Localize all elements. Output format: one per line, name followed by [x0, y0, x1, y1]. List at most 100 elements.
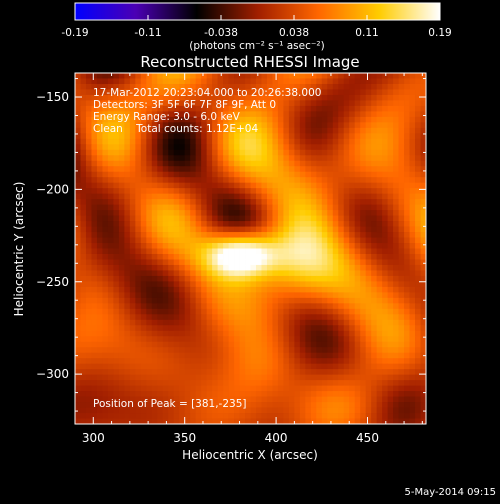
- heatmap-cell: [102, 270, 109, 277]
- heatmap-cell: [310, 237, 317, 244]
- heatmap-cell: [124, 111, 131, 118]
- heatmap-cell: [305, 264, 312, 271]
- heatmap-cell: [124, 286, 131, 293]
- heatmap-cell: [91, 391, 98, 397]
- heatmap-cell: [393, 330, 399, 337]
- heatmap-cell: [179, 407, 186, 414]
- heatmap-cell: [343, 94, 350, 101]
- heatmap-cell: [288, 314, 295, 321]
- heatmap-cell: [343, 253, 350, 260]
- heatmap-cell: [157, 111, 164, 118]
- heatmap-cell: [113, 73, 120, 79]
- heatmap-cell: [118, 391, 125, 397]
- heatmap-cell: [162, 105, 169, 112]
- heatmap-cell: [107, 94, 114, 101]
- heatmap-cell: [321, 347, 328, 354]
- heatmap-cell: [343, 341, 350, 348]
- heatmap-cell: [91, 182, 98, 189]
- heatmap-cell: [75, 347, 81, 354]
- heatmap-cell: [272, 215, 279, 222]
- heatmap-cell: [316, 232, 323, 238]
- heatmap-cell: [272, 341, 279, 348]
- heatmap-cell: [80, 248, 87, 255]
- heatmap-cell: [338, 243, 345, 249]
- heatmap-cell: [195, 100, 202, 107]
- heatmap-cell: [245, 413, 251, 419]
- heatmap-cell: [223, 133, 229, 140]
- heatmap-cell: [157, 171, 164, 178]
- heatmap-cell: [393, 347, 399, 354]
- heatmap-cell: [162, 253, 169, 260]
- heatmap-cell: [184, 111, 191, 118]
- heatmap-cell: [327, 243, 334, 249]
- heatmap-cell: [266, 413, 273, 419]
- heatmap-cell: [234, 418, 240, 424]
- heatmap-cell: [338, 253, 345, 260]
- heatmap-cell: [382, 100, 389, 107]
- heatmap-cell: [195, 413, 202, 419]
- heatmap-cell: [305, 297, 312, 304]
- heatmap-cell: [294, 166, 301, 173]
- heatmap-cell: [255, 330, 262, 337]
- heatmap-cell: [135, 407, 142, 414]
- heatmap-cell: [299, 358, 306, 365]
- heatmap-cell: [113, 188, 120, 195]
- heatmap-cell: [168, 402, 175, 408]
- heatmap-cell: [162, 116, 169, 123]
- colorbar-tick-label: 0.11: [355, 27, 378, 39]
- heatmap-cell: [338, 221, 345, 227]
- heatmap-cell: [382, 413, 389, 419]
- heatmap-cell: [239, 144, 246, 151]
- heatmap-cell: [321, 281, 328, 288]
- heatmap-cell: [310, 352, 317, 359]
- heatmap-cell: [190, 78, 197, 85]
- heatmap-cell: [393, 105, 399, 112]
- heatmap-cell: [409, 347, 416, 354]
- heatmap-cell: [354, 253, 361, 260]
- heatmap-cell: [151, 391, 158, 397]
- heatmap-cell: [217, 363, 224, 370]
- heatmap-cell: [404, 166, 410, 173]
- heatmap-cell: [327, 182, 334, 189]
- heatmap-cell: [129, 385, 136, 392]
- heatmap-cell: [212, 319, 218, 326]
- heatmap-cell: [338, 391, 345, 397]
- heatmap-cell: [288, 341, 295, 348]
- heatmap-cell: [409, 138, 416, 145]
- heatmap-cell: [96, 100, 103, 107]
- heatmap-cell: [354, 297, 361, 304]
- heatmap-cell: [343, 314, 350, 321]
- heatmap-cell: [316, 100, 323, 107]
- heatmap-cell: [338, 199, 345, 206]
- heatmap-cell: [173, 182, 180, 189]
- heatmap-cell: [190, 413, 197, 419]
- heatmap-cell: [266, 83, 273, 90]
- heatmap-cell: [261, 116, 268, 123]
- heatmap-cell: [239, 407, 246, 414]
- heatmap-cell: [129, 303, 136, 310]
- heatmap-cell: [305, 402, 312, 408]
- heatmap-cell: [75, 413, 81, 419]
- heatmap-cell: [266, 232, 273, 238]
- heatmap-cell: [184, 325, 191, 332]
- heatmap-cell: [261, 281, 268, 288]
- heatmap-cell: [179, 166, 186, 173]
- heatmap-cell: [228, 221, 235, 227]
- heatmap-cell: [420, 297, 426, 304]
- heatmap-cell: [316, 396, 323, 403]
- heatmap-cell: [376, 264, 383, 271]
- heatmap-cell: [234, 407, 240, 414]
- heatmap-cell: [217, 78, 224, 85]
- heatmap-cell: [294, 89, 301, 96]
- heatmap-cell: [343, 380, 350, 387]
- heatmap-cell: [305, 138, 312, 145]
- heatmap-cell: [206, 193, 213, 200]
- heatmap-cell: [338, 83, 345, 90]
- heatmap-cell: [343, 138, 350, 145]
- heatmap-cell: [255, 177, 262, 184]
- heatmap-cell: [239, 210, 246, 216]
- heatmap-cell: [376, 166, 383, 173]
- plot-frame: [74, 72, 427, 425]
- heatmap-cell: [415, 94, 421, 101]
- heatmap-cell: [332, 73, 339, 79]
